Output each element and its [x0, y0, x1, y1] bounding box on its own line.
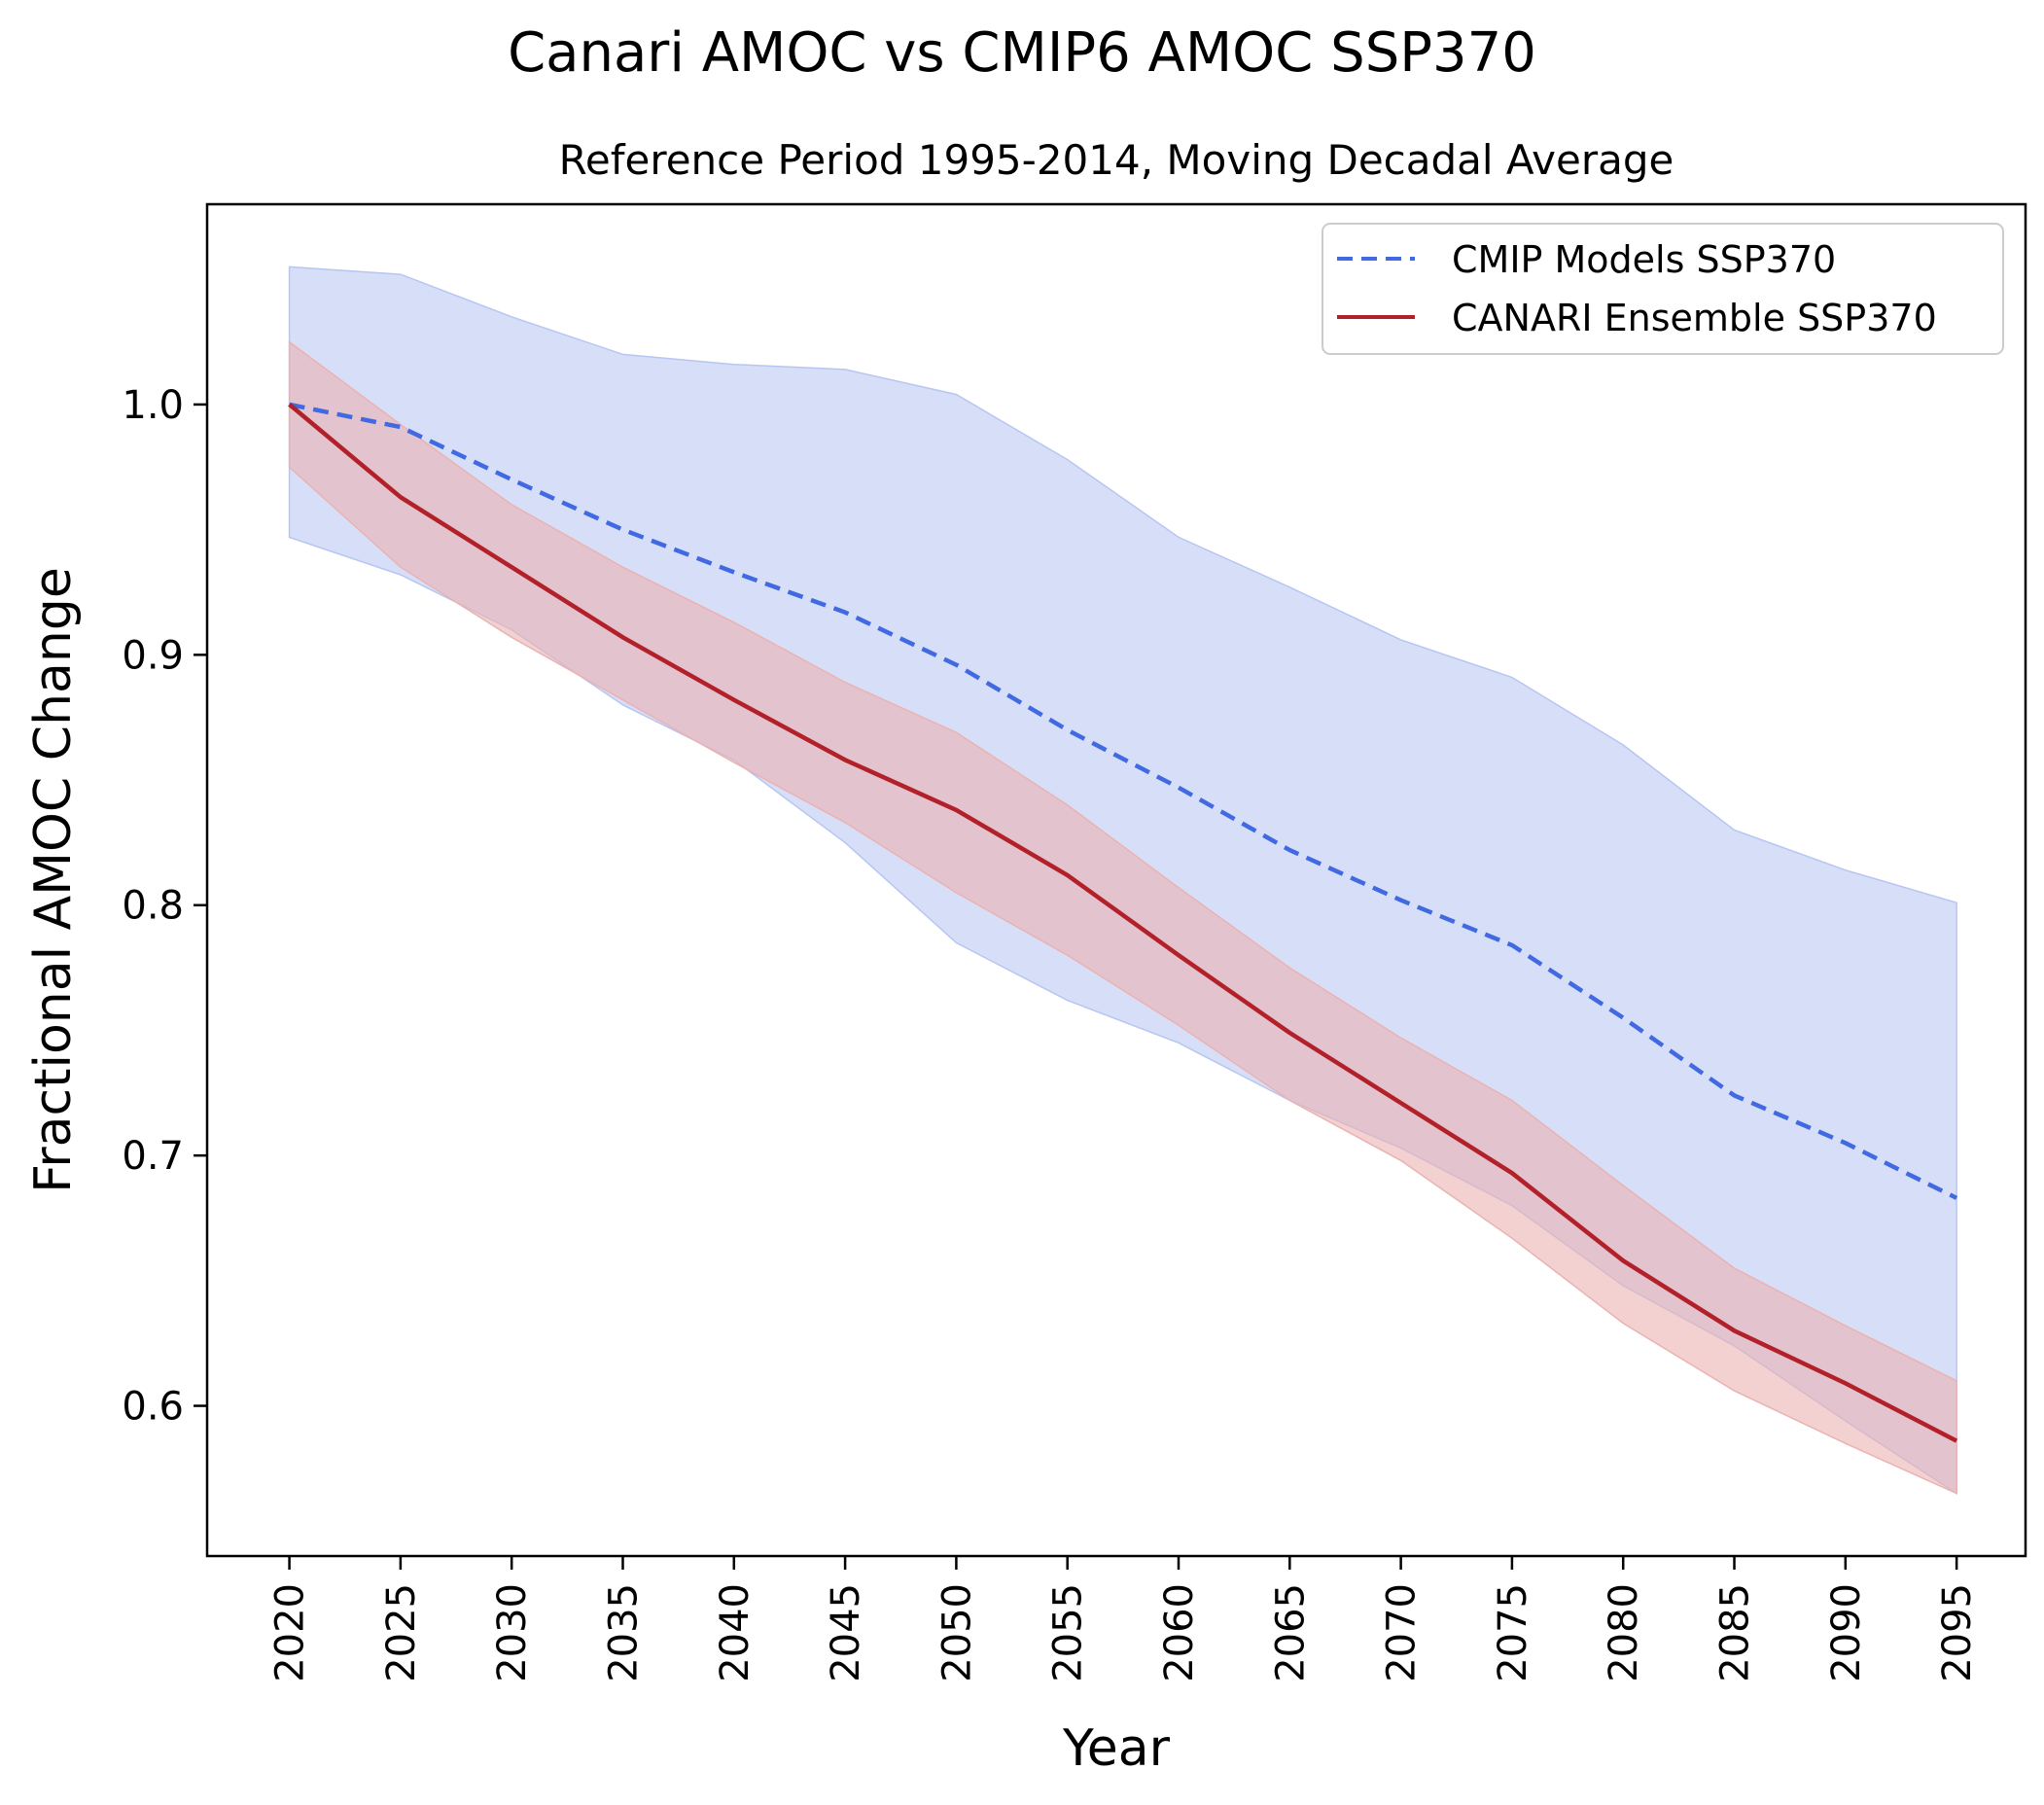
x-tick-label: 2090 [1824, 1583, 1869, 1682]
y-tick-label: 0.6 [122, 1385, 184, 1430]
x-tick-label: 2030 [490, 1583, 535, 1682]
x-tick-label: 2095 [1935, 1583, 1980, 1682]
x-tick-label: 2045 [824, 1583, 868, 1682]
plot-area-frame [205, 202, 2027, 1558]
x-tick-label: 2060 [1157, 1583, 1202, 1682]
x-tick-label: 2075 [1491, 1583, 1535, 1682]
chart-title: Canari AMOC vs CMIP6 AMOC SSP370 [508, 21, 1536, 85]
y-tick-label: 0.7 [122, 1134, 184, 1179]
x-tick-label: 2055 [1046, 1583, 1091, 1682]
x-axis: 2020 2025 2030 2035 2040 2045 2050 2055 2060 2065… [268, 1556, 1980, 1682]
x-tick-label: 2070 [1380, 1583, 1425, 1682]
x-axis-label: Year [1062, 1719, 1171, 1778]
chart-subtitle: Reference Period 1995-2014, Moving Decad… [558, 136, 1674, 184]
x-tick-label: 2050 [934, 1583, 979, 1682]
y-axis: 0.6 0.7 0.8 0.9 1.0 [122, 383, 207, 1430]
x-tick-label: 2065 [1268, 1583, 1313, 1682]
x-tick-label: 2035 [602, 1583, 647, 1682]
series-lines [288, 402, 1958, 1443]
canari-mean-line [288, 403, 1958, 1443]
cmip-mean-line [289, 402, 1958, 1200]
x-tick-label: 2020 [268, 1583, 313, 1682]
legend-label-canari: CANARI Ensemble SSP370 [1452, 297, 1937, 339]
legend-label-cmip: CMIP Models SSP370 [1452, 238, 1836, 281]
legend-frame [1322, 223, 2004, 355]
confidence-bands [288, 265, 1957, 1495]
x-tick-label: 2080 [1602, 1583, 1646, 1682]
y-axis-label: Fractional AMOC Change [24, 567, 83, 1193]
x-tick-label: 2085 [1713, 1583, 1758, 1682]
y-tick-label: 0.9 [122, 633, 184, 678]
y-tick-label: 0.8 [122, 884, 184, 929]
x-tick-label: 2040 [713, 1583, 758, 1682]
x-tick-label: 2025 [379, 1583, 424, 1682]
legend: CMIP Models SSP370 CANARI Ensemble SSP37… [1322, 223, 2004, 355]
y-tick-label: 1.0 [122, 383, 184, 428]
